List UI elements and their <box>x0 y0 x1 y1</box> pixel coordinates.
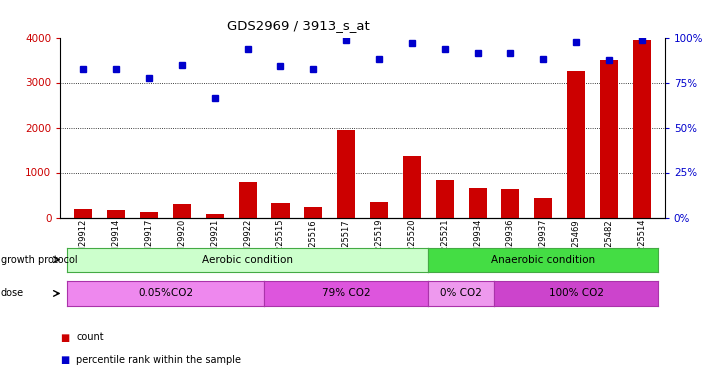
Text: ■: ■ <box>60 333 70 342</box>
Bar <box>205 214 224 217</box>
Bar <box>272 203 289 217</box>
Bar <box>75 209 92 218</box>
Text: Aerobic condition: Aerobic condition <box>202 255 293 265</box>
Bar <box>173 204 191 218</box>
Text: count: count <box>76 333 104 342</box>
Bar <box>436 180 454 218</box>
Text: growth protocol: growth protocol <box>1 255 77 265</box>
Bar <box>403 156 421 218</box>
Bar <box>501 189 520 217</box>
Bar <box>140 212 158 217</box>
Bar <box>107 210 125 218</box>
Bar <box>469 188 486 218</box>
Text: Anaerobic condition: Anaerobic condition <box>491 255 595 265</box>
Text: dose: dose <box>1 288 24 298</box>
Text: 100% CO2: 100% CO2 <box>549 288 604 298</box>
Bar <box>239 182 257 218</box>
Bar <box>633 40 651 218</box>
Bar <box>567 71 585 217</box>
Bar <box>600 60 618 217</box>
Text: 0% CO2: 0% CO2 <box>440 288 482 298</box>
Text: 79% CO2: 79% CO2 <box>322 288 370 298</box>
Bar <box>337 130 356 218</box>
Text: 0.05%CO2: 0.05%CO2 <box>138 288 193 298</box>
Text: ■: ■ <box>60 355 70 365</box>
Text: percentile rank within the sample: percentile rank within the sample <box>76 355 241 365</box>
Bar <box>534 198 552 217</box>
Bar <box>370 202 388 217</box>
Text: GDS2969 / 3913_s_at: GDS2969 / 3913_s_at <box>228 19 370 32</box>
Bar <box>304 207 322 218</box>
